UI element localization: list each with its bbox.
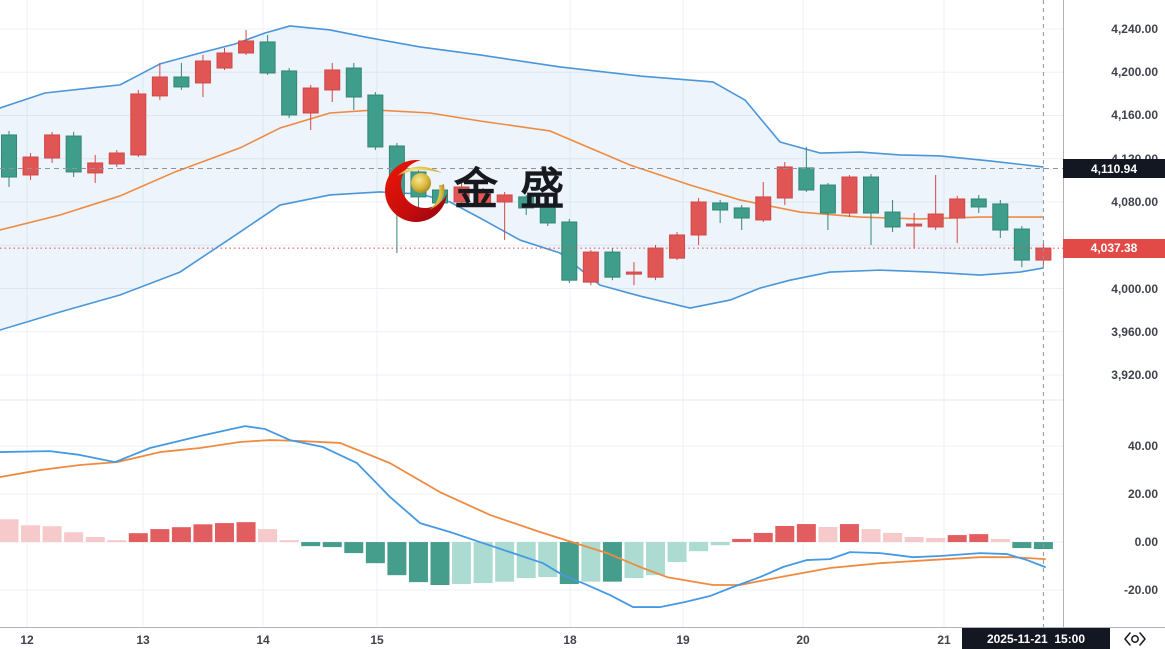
brand-logo-icon (384, 160, 452, 229)
macd-lines (0, 425, 1046, 608)
price-axis-label: 4,240.00 (1111, 21, 1158, 36)
macd-axis-label: -20.00 (1123, 583, 1158, 598)
price-axis-label: 4,200.00 (1111, 65, 1158, 80)
last-price-badge: 4,037.38 (1063, 238, 1165, 258)
time-axis-label: 20 (796, 633, 810, 647)
price-axis-label: 4,080.00 (1111, 195, 1158, 209)
macd-axis-label: 0.00 (1134, 535, 1158, 550)
time-axis-label: 18 (563, 633, 577, 647)
time-axis-label: 15 (370, 633, 384, 647)
candlestick-series (1, 29, 1052, 286)
price-axis-label: 3,960.00 (1111, 324, 1158, 339)
price-axis-label: 4,160.00 (1111, 108, 1158, 123)
macd-axis-label: 20.00 (1127, 487, 1158, 502)
quick-settings-icon[interactable] (1122, 631, 1148, 647)
brand-watermark: 金 盛 (384, 157, 644, 225)
crosshair-time-badge: 2025-11-21 15:00 (962, 628, 1110, 649)
macd-axis-label: 40.00 (1127, 439, 1158, 454)
time-axis-label: 21 (937, 633, 951, 647)
time-axis-label: 12 (20, 633, 34, 647)
price-axis[interactable]: 4,240.004,200.004,160.004,120.004,080.00… (1063, 0, 1165, 627)
time-axis[interactable]: 12 13 14 15 18 19 20 21 (0, 627, 1165, 649)
crosshair (0, 0, 1063, 627)
time-axis-label: 19 (676, 633, 690, 647)
macd-histogram (0, 519, 1053, 586)
time-axis-label: 13 (136, 633, 150, 647)
bollinger-bands (0, 25, 1044, 331)
time-axis-label: 14 (256, 633, 270, 647)
crosshair-price-badge: 4,110.94 (1063, 159, 1165, 179)
brand-watermark-text: 金 盛 (454, 165, 570, 214)
price-axis-label: 4,000.00 (1111, 281, 1158, 296)
price-axis-label: 3,920.00 (1111, 368, 1158, 383)
